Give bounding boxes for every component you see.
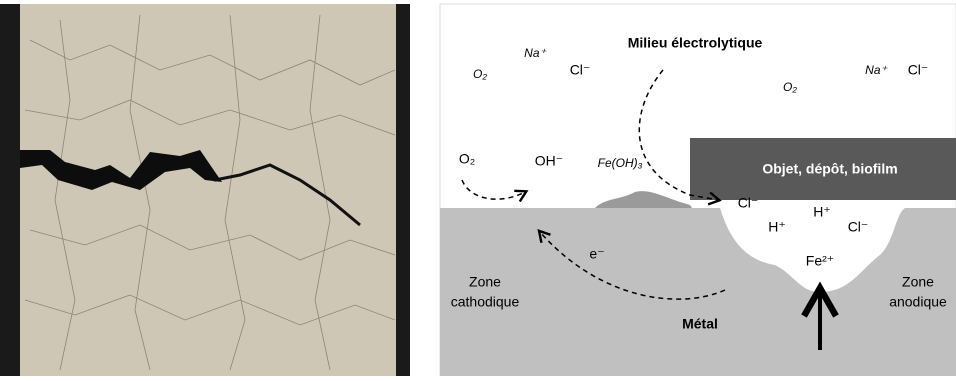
object-label: Objet, dépôt, biofilm bbox=[762, 161, 897, 177]
species: Fe²⁺ bbox=[806, 253, 834, 269]
species: O₂ bbox=[473, 67, 487, 81]
figure: Milieu électrolytique Objet, dépôt, biof… bbox=[0, 0, 956, 376]
species: e⁻ bbox=[589, 246, 604, 262]
species: OH⁻ bbox=[535, 153, 563, 169]
species: Cl⁻ bbox=[908, 62, 929, 78]
metal-label: Métal bbox=[682, 316, 718, 332]
zone-label: Zone bbox=[902, 274, 934, 290]
species: Na⁺ bbox=[524, 46, 547, 60]
species: Cl⁻ bbox=[570, 62, 591, 78]
species: O₂ bbox=[459, 151, 475, 167]
zone-label: Zone bbox=[469, 274, 501, 290]
species: H⁺ bbox=[813, 204, 831, 220]
zone-label: anodique bbox=[889, 294, 947, 310]
micrograph bbox=[0, 4, 410, 376]
species: Fe(OH)₃ bbox=[598, 156, 643, 170]
zone-label: cathodique bbox=[451, 294, 520, 310]
species: H⁺ bbox=[768, 219, 786, 235]
species: Na⁺ bbox=[865, 63, 888, 77]
title: Milieu électrolytique bbox=[628, 35, 763, 51]
species: Cl⁻ bbox=[738, 195, 759, 211]
corrosion-diagram: Milieu électrolytique Objet, dépôt, biof… bbox=[440, 4, 956, 376]
species: O₂ bbox=[783, 80, 797, 94]
species: Cl⁻ bbox=[848, 219, 869, 235]
